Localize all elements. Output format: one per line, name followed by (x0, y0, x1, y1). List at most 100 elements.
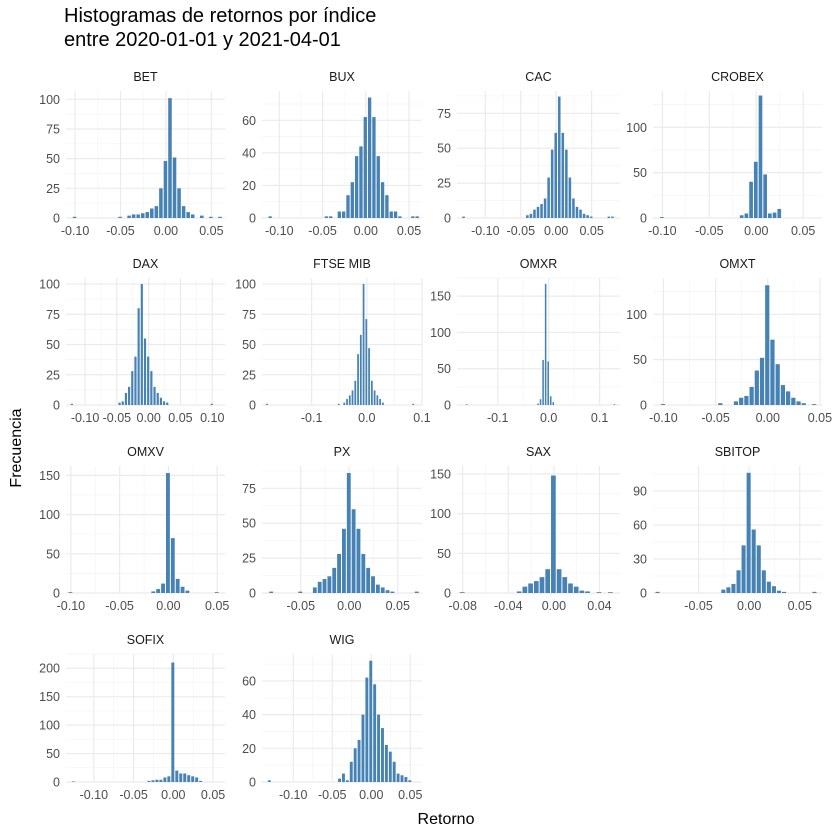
histogram-bar (388, 751, 392, 782)
histogram-bar (151, 780, 155, 782)
histogram-bar (542, 360, 544, 405)
histogram-bar (127, 215, 131, 218)
histogram-bar (70, 403, 73, 405)
x-tick-label: 0.05 (788, 599, 812, 613)
histogram-bar (348, 395, 351, 405)
x-tick-label: 0.00 (737, 599, 761, 613)
histogram-bar (549, 396, 552, 405)
histogram-bar (343, 402, 346, 405)
histogram-bar (385, 590, 390, 593)
histogram-bar (516, 591, 522, 593)
y-tick-label: 40 (242, 146, 256, 160)
y-tick-label: 75 (46, 122, 60, 136)
x-tick-label: -0.1 (301, 411, 323, 425)
histogram-bar (786, 391, 791, 405)
histogram-bar (382, 402, 384, 405)
y-tick-label: 50 (242, 517, 256, 531)
histogram-bar (529, 213, 533, 218)
facet-title: SOFIX (127, 633, 165, 647)
histogram-bar (367, 97, 372, 218)
histogram-bar (312, 587, 317, 593)
y-tick-label: 60 (242, 114, 256, 128)
histogram-bar (337, 211, 341, 218)
histogram-bar (155, 779, 159, 782)
histogram-bar (140, 213, 145, 218)
y-tick-label: 20 (242, 179, 256, 193)
x-tick-label: 0.05 (205, 599, 229, 613)
histogram-bar (579, 590, 585, 593)
histogram-bar (744, 213, 749, 218)
histogram-bar (345, 780, 349, 782)
histogram-bar (131, 214, 136, 218)
histogram-bar (342, 211, 346, 218)
y-tick-label: 100 (39, 278, 60, 292)
histogram-bar (350, 182, 354, 218)
histogram-bar (153, 386, 156, 405)
histogram-bar (758, 95, 763, 218)
histogram-bar (338, 778, 341, 782)
histogram-bar (749, 181, 753, 218)
y-tick-label: 75 (242, 482, 256, 496)
histogram-bar (554, 132, 557, 218)
x-tick-label: -0.10 (80, 788, 109, 802)
histogram-bar (327, 576, 332, 593)
x-tick-label: -0.10 (471, 224, 500, 238)
histogram-bar (763, 174, 768, 218)
x-tick-label: 0.00 (359, 788, 383, 802)
histogram-bar (269, 591, 274, 593)
histogram-bar (170, 538, 175, 593)
histogram-bar (357, 739, 361, 782)
x-tick-label: -0.05 (287, 599, 316, 613)
histogram-bar (380, 587, 385, 593)
histogram-bar (539, 399, 542, 405)
histogram-bar (346, 398, 348, 405)
histogram-bar (768, 213, 772, 218)
histogram-bar (329, 216, 333, 218)
histogram-bar (586, 215, 589, 218)
histogram-bar (167, 776, 171, 782)
y-tick-label: 50 (46, 747, 60, 761)
histogram-bar (214, 592, 219, 593)
y-tick-label: 60 (633, 518, 647, 532)
histogram-bar (351, 390, 354, 405)
histogram-bar (749, 386, 754, 405)
histogram-bar (379, 398, 381, 405)
facet-sax: SAX -0.08 -0.04 0.00 0.04 0 50 100 150 (430, 445, 620, 613)
facet-title: WIG (330, 633, 355, 647)
y-tick-label: 100 (626, 308, 647, 322)
histogram-bar (551, 475, 556, 593)
histogram-bar (171, 662, 175, 782)
chart-title-line-2: entre 2020-01-01 y 2021-04-01 (64, 29, 341, 51)
chart-title-line-1: Histogramas de retornos por índice (64, 5, 377, 27)
x-tick-label: -0.10 (648, 224, 677, 238)
facet-px: PX -0.05 0.00 0.05 0 25 50 75 (242, 445, 422, 613)
x-tick-label: -0.10 (649, 411, 678, 425)
histogram-bar (733, 401, 739, 405)
facet-bux: BUX -0.10 -0.05 0.00 0.05 0 20 40 60 (242, 70, 422, 238)
histogram-bar (165, 473, 170, 593)
x-tick-label: 0.00 (744, 224, 768, 238)
y-tick-label: 100 (430, 326, 451, 340)
histogram-bar (655, 591, 660, 593)
histogram-bar (191, 776, 195, 782)
histogram-bar (353, 748, 357, 782)
histogram-bar (370, 380, 373, 405)
histogram-bar (384, 744, 388, 782)
y-tick-label: 0 (640, 212, 647, 226)
x-tick-label: 0.1 (413, 411, 430, 425)
x-tick-label: -0.10 (61, 224, 90, 238)
y-tick-label: 25 (437, 177, 451, 191)
histogram-bar (608, 592, 613, 593)
histogram-bar (414, 591, 419, 593)
histogram-bar (361, 553, 366, 593)
y-tick-label: 25 (242, 552, 256, 566)
histogram-bar (147, 356, 150, 405)
histogram-bar (145, 212, 150, 218)
facet-bet: BET -0.10 -0.05 0.00 0.05 0 25 50 75 100 (39, 70, 225, 238)
histogram-bar (143, 338, 147, 405)
histogram-bar (380, 182, 385, 218)
histogram-bar (199, 780, 203, 782)
histogram-bar (161, 583, 165, 593)
y-tick-label: 60 (242, 674, 256, 688)
histogram-bar (377, 714, 381, 782)
